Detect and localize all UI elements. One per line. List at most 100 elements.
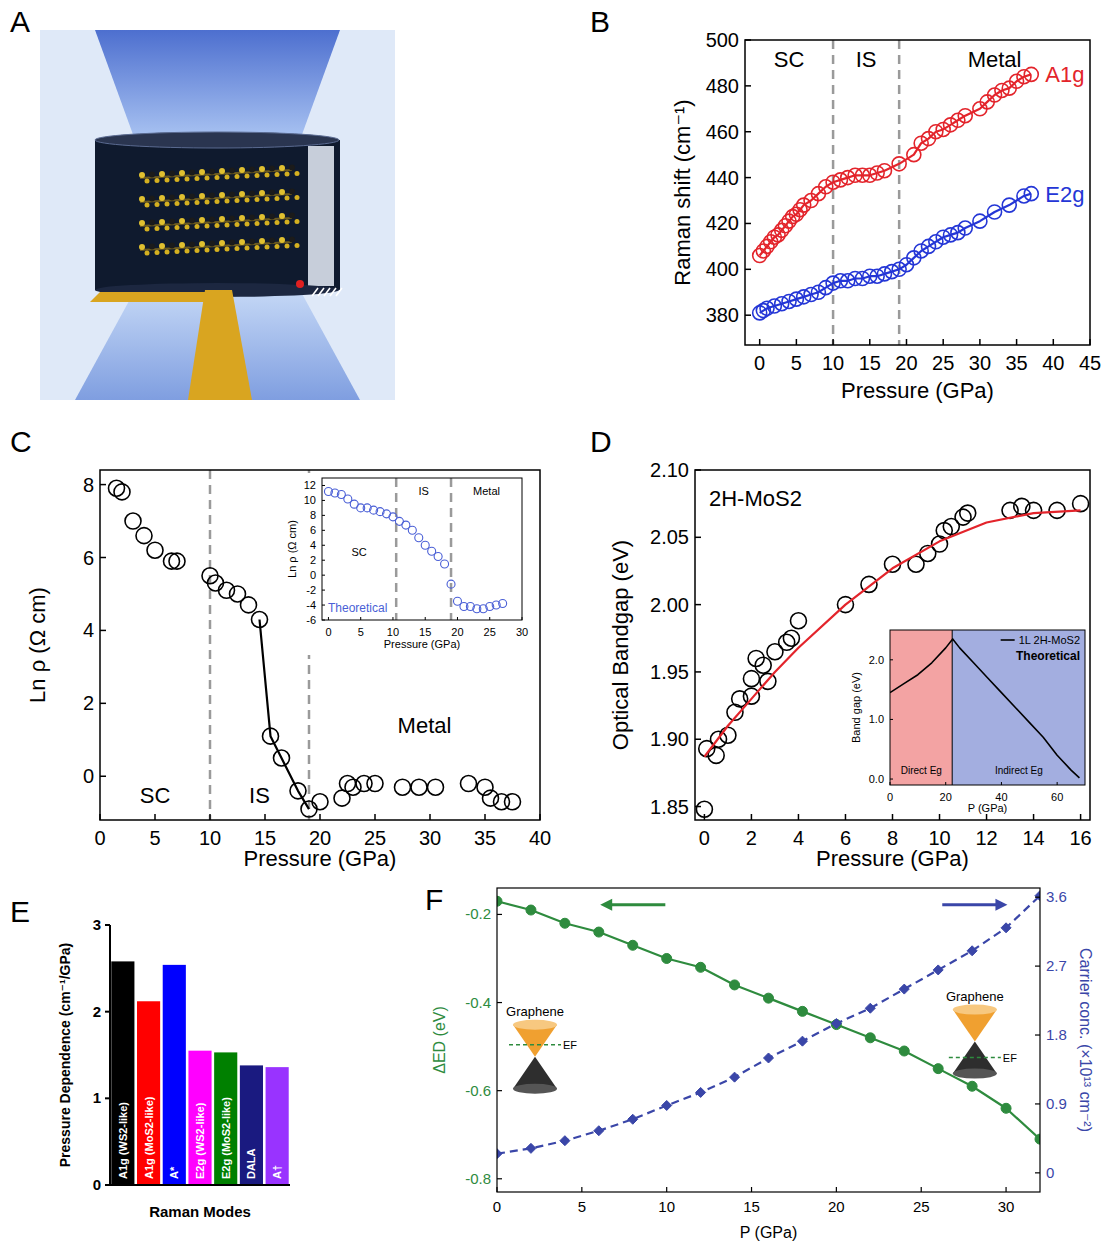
data-point [560, 1136, 570, 1146]
y-tick-label: 420 [706, 212, 739, 234]
y-tick-label: 3 [93, 916, 101, 933]
series-line [760, 74, 1032, 255]
atom [275, 220, 280, 225]
region-boundary [395, 478, 398, 620]
atom [269, 214, 275, 220]
y-axis [109, 925, 111, 1185]
y2-axis-title: Carrier conc. (×10¹³ cm⁻²) [1077, 948, 1094, 1132]
x-tick-label: 30 [998, 1198, 1015, 1215]
x-tick-label: 2 [746, 827, 757, 849]
atom [189, 170, 195, 176]
atom [275, 196, 280, 201]
data-point [241, 597, 257, 613]
atom [239, 167, 245, 173]
data-point [764, 1053, 774, 1063]
data-point [483, 790, 499, 806]
x-tick [942, 339, 944, 345]
upper-anvil [95, 30, 340, 140]
data-point [797, 1036, 807, 1046]
atom [255, 173, 260, 178]
atom [225, 247, 230, 252]
axis-arrow-head [600, 899, 612, 911]
data-point [973, 214, 987, 228]
atom [195, 176, 200, 181]
x-tick-label: 0 [887, 791, 893, 803]
atom [179, 170, 185, 176]
atom [169, 219, 175, 225]
atom [169, 243, 175, 249]
legend-label: 1L 2H-MoS2 [1019, 634, 1080, 646]
data-point [696, 962, 706, 972]
y-tick [890, 719, 893, 720]
data-point [1002, 198, 1016, 212]
y-tick [497, 1178, 502, 1179]
y-tick [745, 223, 751, 225]
x-tick-label: 35 [1005, 352, 1027, 374]
region-label: Metal [473, 485, 500, 497]
x-tick-label: 20 [895, 352, 917, 374]
y-tick-label: 1.0 [869, 713, 884, 725]
atom [149, 196, 155, 202]
axis-arrow [610, 903, 665, 906]
bar [188, 1051, 211, 1185]
atom [199, 241, 205, 247]
x-tick [751, 814, 753, 820]
atom [185, 225, 190, 230]
atom [265, 173, 270, 178]
atom [275, 172, 280, 177]
y-tick [322, 620, 325, 621]
data-point [933, 965, 943, 975]
atom [145, 179, 150, 184]
data-point [779, 634, 795, 650]
y-tick-label: 2.05 [650, 526, 689, 548]
x-tick-label: 0 [493, 1198, 501, 1215]
region [953, 630, 1085, 785]
data-point [1035, 1134, 1040, 1144]
atom [225, 175, 230, 180]
atom [155, 178, 160, 183]
data-point [109, 480, 125, 496]
data-point [753, 249, 767, 263]
y-tick [695, 604, 701, 606]
inset-texts: Direct EgIndirect Eg1L 2H-MoS2Theoretica… [901, 634, 1080, 776]
y2-tick [1035, 1034, 1040, 1035]
frame [695, 470, 1090, 820]
frame [890, 630, 1085, 785]
y-tick-label: 2 [310, 554, 316, 566]
atom [149, 220, 155, 226]
legend-swatch [1001, 639, 1015, 641]
atom [139, 220, 145, 226]
panel-letter: E [10, 895, 30, 928]
atom [279, 237, 285, 243]
frame [100, 470, 540, 820]
x-tick [484, 814, 486, 820]
atom [189, 194, 195, 200]
inset-background [280, 473, 535, 655]
region-label: SC [140, 783, 171, 808]
atom [285, 172, 290, 177]
x-tick [374, 814, 376, 820]
annotation: Graphene [946, 989, 1004, 1004]
y-tick-label: 0 [93, 1176, 101, 1193]
x-tick [945, 782, 946, 785]
y-axis-title: Raman shift (cm⁻¹) [670, 99, 695, 285]
inset: SCISMetalTheoretical051015202530-6-4-202… [280, 473, 535, 655]
data-point [790, 613, 806, 629]
atom [219, 192, 225, 198]
y-tick-label: 480 [706, 75, 739, 97]
y-tick [745, 177, 751, 179]
x-tick-label: 5 [149, 827, 160, 849]
y-tick [695, 537, 701, 539]
annotation: EF [563, 1039, 577, 1051]
atom [255, 221, 260, 226]
atom [245, 198, 250, 203]
y-tick [100, 703, 106, 705]
panel-F: GrapheneEFGrapheneEF051015202530-0.2-0.4… [431, 888, 1094, 1241]
atom [195, 248, 200, 253]
atom [165, 178, 170, 183]
x-tick-label: 10 [199, 827, 221, 849]
x-tick [1033, 814, 1035, 820]
x-tick [429, 814, 431, 820]
atom [199, 169, 205, 175]
data-point [988, 205, 1002, 219]
